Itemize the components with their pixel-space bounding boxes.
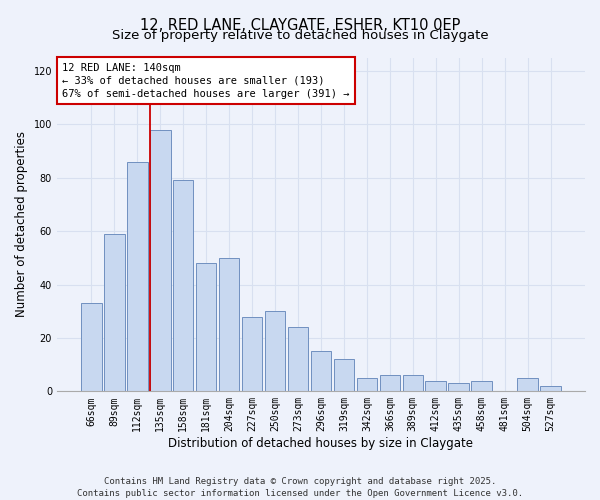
Bar <box>219 258 239 392</box>
Bar <box>287 327 308 392</box>
Bar <box>242 316 262 392</box>
Text: 12 RED LANE: 140sqm
← 33% of detached houses are smaller (193)
67% of semi-detac: 12 RED LANE: 140sqm ← 33% of detached ho… <box>62 62 350 99</box>
Bar <box>150 130 170 392</box>
Bar <box>448 384 469 392</box>
Bar <box>81 303 101 392</box>
Bar <box>265 311 286 392</box>
Text: Size of property relative to detached houses in Claygate: Size of property relative to detached ho… <box>112 29 488 42</box>
Bar <box>356 378 377 392</box>
Bar <box>104 234 125 392</box>
Bar <box>196 263 217 392</box>
Bar <box>380 376 400 392</box>
Bar <box>403 376 423 392</box>
Text: 12, RED LANE, CLAYGATE, ESHER, KT10 0EP: 12, RED LANE, CLAYGATE, ESHER, KT10 0EP <box>140 18 460 32</box>
Bar <box>334 360 354 392</box>
Bar <box>127 162 148 392</box>
X-axis label: Distribution of detached houses by size in Claygate: Distribution of detached houses by size … <box>169 437 473 450</box>
Text: Contains HM Land Registry data © Crown copyright and database right 2025.
Contai: Contains HM Land Registry data © Crown c… <box>77 476 523 498</box>
Bar <box>517 378 538 392</box>
Y-axis label: Number of detached properties: Number of detached properties <box>15 132 28 318</box>
Bar <box>425 380 446 392</box>
Bar <box>173 180 193 392</box>
Bar <box>472 380 492 392</box>
Bar <box>541 386 561 392</box>
Bar <box>311 352 331 392</box>
